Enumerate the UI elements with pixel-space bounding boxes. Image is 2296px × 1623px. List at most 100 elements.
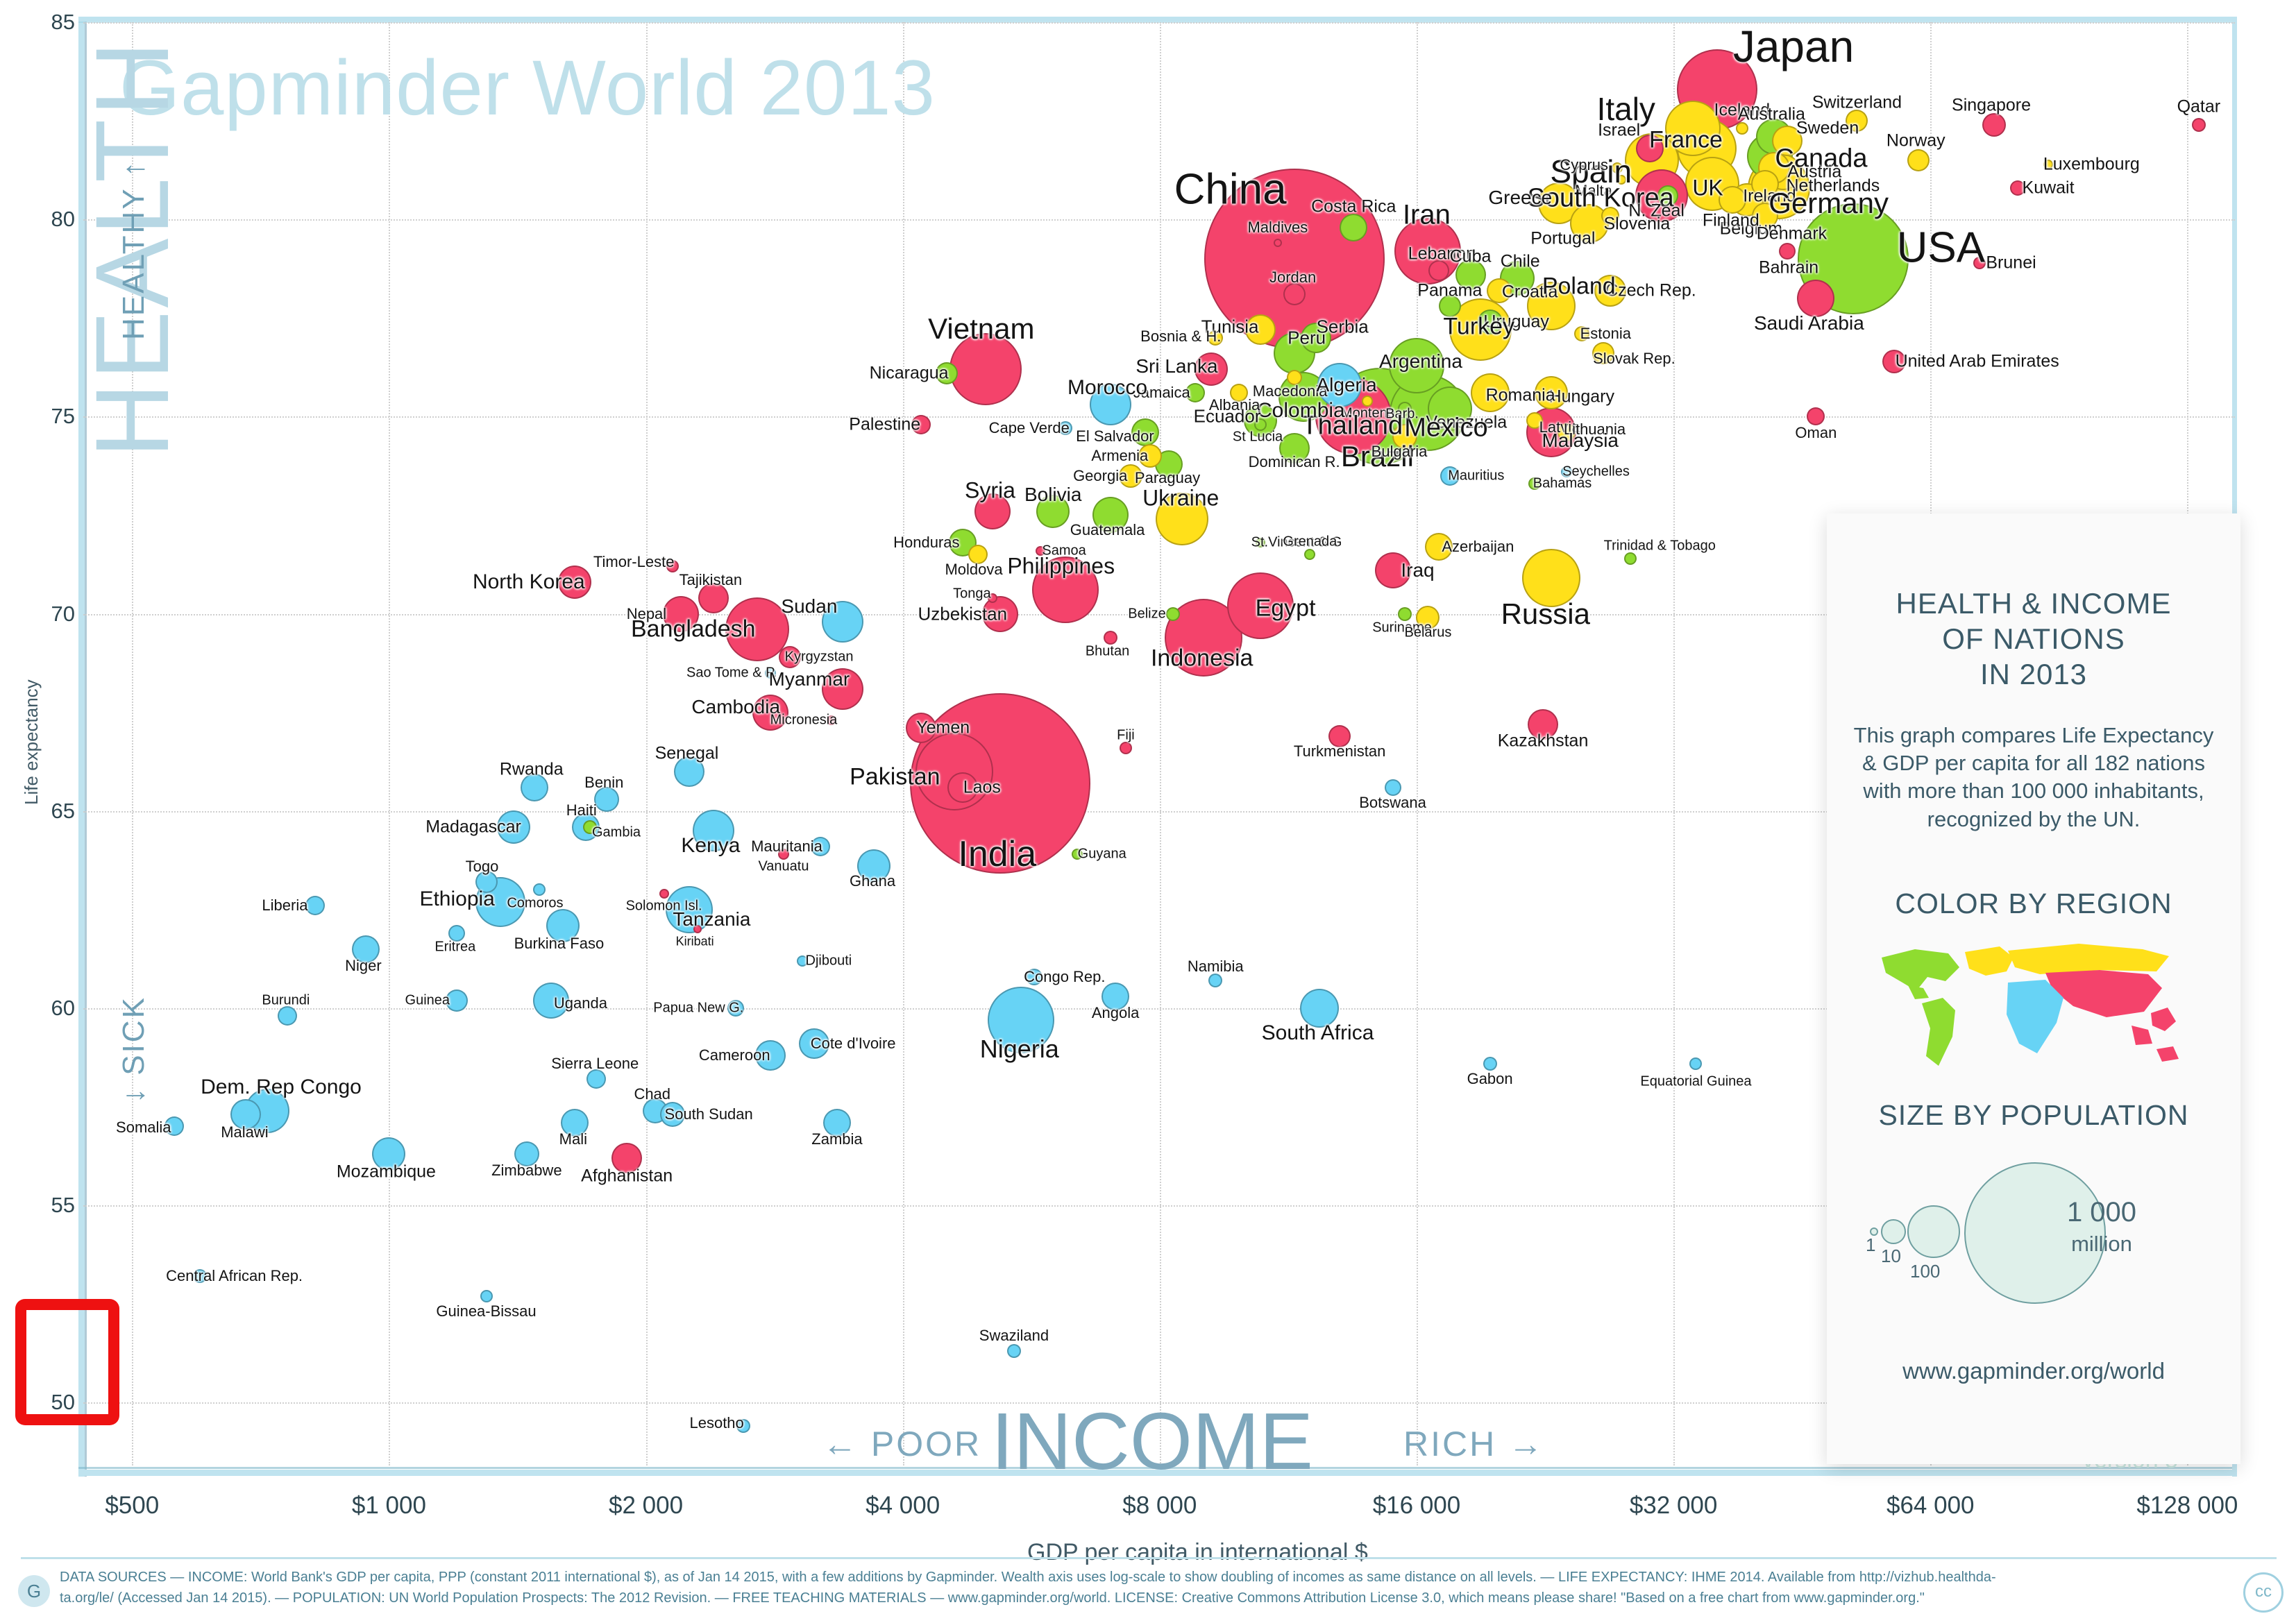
country-bubble[interactable] [1624, 552, 1637, 565]
country-bubble[interactable] [1428, 260, 1450, 282]
country-bubble[interactable] [1208, 974, 1223, 988]
country-bubble[interactable] [765, 667, 777, 679]
country-bubble[interactable] [1477, 309, 1503, 334]
country-bubble[interactable] [532, 883, 546, 897]
country-bubble[interactable] [935, 362, 958, 384]
country-bubble[interactable] [1574, 326, 1590, 342]
country-bubble[interactable] [779, 646, 802, 669]
country-bubble[interactable] [1982, 112, 2007, 137]
country-bubble[interactable] [949, 333, 1022, 406]
country-bubble[interactable] [352, 935, 380, 963]
country-bubble[interactable] [947, 772, 978, 803]
country-bubble[interactable] [666, 560, 679, 573]
country-bubble[interactable] [1398, 402, 1412, 416]
country-bubble[interactable] [1483, 1056, 1497, 1071]
country-bubble[interactable] [1092, 497, 1129, 534]
country-bubble[interactable] [1227, 572, 1294, 640]
country-bubble[interactable] [571, 813, 600, 841]
country-bubble[interactable] [1612, 162, 1623, 174]
country-bubble[interactable] [1273, 239, 1282, 248]
country-bubble[interactable] [1907, 148, 1930, 171]
country-bubble[interactable] [1807, 407, 1825, 426]
country-bubble[interactable] [1103, 630, 1117, 645]
country-bubble[interactable] [1427, 386, 1472, 432]
country-bubble[interactable] [1254, 418, 1267, 431]
country-bubble[interactable] [1528, 477, 1542, 491]
country-bubble[interactable] [1635, 134, 1664, 162]
country-bubble[interactable] [497, 810, 531, 844]
country-bubble[interactable] [1846, 110, 1868, 133]
country-bubble[interactable] [1657, 185, 1678, 207]
country-bubble[interactable] [1256, 538, 1266, 548]
country-bubble[interactable] [1735, 122, 1748, 135]
country-bubble[interactable] [1340, 213, 1368, 241]
country-bubble[interactable] [1487, 278, 1512, 303]
country-bubble[interactable] [1470, 373, 1510, 413]
country-bubble[interactable] [305, 896, 326, 916]
country-bubble[interactable] [1592, 342, 1615, 365]
country-bubble[interactable] [1119, 741, 1132, 754]
country-bubble[interactable] [799, 1028, 830, 1060]
country-bubble[interactable] [583, 819, 597, 834]
country-bubble[interactable] [1797, 279, 1835, 317]
country-bubble[interactable] [1526, 412, 1544, 430]
country-bubble[interactable] [1425, 532, 1453, 561]
country-bubble[interactable] [698, 582, 729, 613]
country-bubble[interactable] [777, 849, 789, 860]
country-bubble[interactable] [475, 871, 498, 894]
country-bubble[interactable] [974, 493, 1011, 529]
country-bubble[interactable] [1317, 362, 1362, 407]
country-bubble[interactable] [514, 1141, 539, 1167]
country-bubble[interactable] [968, 545, 988, 565]
country-bubble[interactable] [796, 955, 808, 967]
country-bubble[interactable] [1558, 423, 1576, 442]
country-bubble[interactable] [1156, 493, 1209, 546]
country-bubble[interactable] [1304, 549, 1316, 561]
country-bubble[interactable] [1616, 175, 1626, 185]
country-bubble[interactable] [1394, 217, 1462, 284]
country-bubble[interactable] [1328, 724, 1351, 747]
country-bubble[interactable] [987, 987, 1054, 1054]
country-bubble[interactable] [1751, 170, 1780, 198]
country-bubble[interactable] [905, 713, 936, 744]
country-bubble[interactable] [1538, 182, 1580, 225]
country-bubble[interactable] [988, 593, 998, 603]
country-bubble[interactable] [611, 1142, 643, 1173]
country-bubble[interactable] [821, 668, 863, 710]
country-bubble[interactable] [1131, 418, 1160, 447]
country-bubble[interactable] [1058, 421, 1072, 436]
country-bubble[interactable] [674, 756, 705, 787]
country-bubble[interactable] [594, 786, 620, 812]
country-bubble[interactable] [1526, 282, 1576, 331]
country-bubble[interactable] [1416, 606, 1440, 630]
country-bubble[interactable] [557, 566, 591, 600]
country-bubble[interactable] [693, 925, 702, 934]
country-bubble[interactable] [230, 1099, 262, 1130]
country-bubble[interactable] [1185, 383, 1205, 403]
country-bubble[interactable] [372, 1137, 406, 1171]
country-bubble[interactable] [736, 1419, 750, 1434]
country-bubble[interactable] [1283, 283, 1306, 306]
country-bubble[interactable] [1204, 169, 1385, 350]
country-bubble[interactable] [1440, 466, 1460, 486]
country-bubble[interactable] [1594, 274, 1627, 307]
country-bubble[interactable] [1286, 369, 1302, 385]
country-bubble[interactable] [533, 982, 570, 1019]
country-bubble[interactable] [1374, 552, 1411, 589]
country-bubble[interactable] [1601, 206, 1620, 225]
country-bubble[interactable] [821, 600, 863, 643]
country-bubble[interactable] [1299, 988, 1339, 1028]
country-bubble[interactable] [1071, 849, 1083, 860]
country-bubble[interactable] [666, 885, 714, 933]
country-bubble[interactable] [1882, 349, 1906, 373]
country-bubble[interactable] [1036, 545, 1046, 556]
country-bubble[interactable] [1528, 708, 1559, 740]
country-bubble[interactable] [857, 849, 891, 883]
country-bubble[interactable] [660, 1102, 686, 1128]
country-bubble[interactable] [692, 810, 734, 852]
country-bubble[interactable] [1973, 256, 1986, 269]
country-bubble[interactable] [1245, 314, 1276, 346]
country-bubble[interactable] [1388, 337, 1444, 393]
country-bubble[interactable] [1392, 423, 1418, 449]
country-bubble[interactable] [810, 836, 830, 856]
